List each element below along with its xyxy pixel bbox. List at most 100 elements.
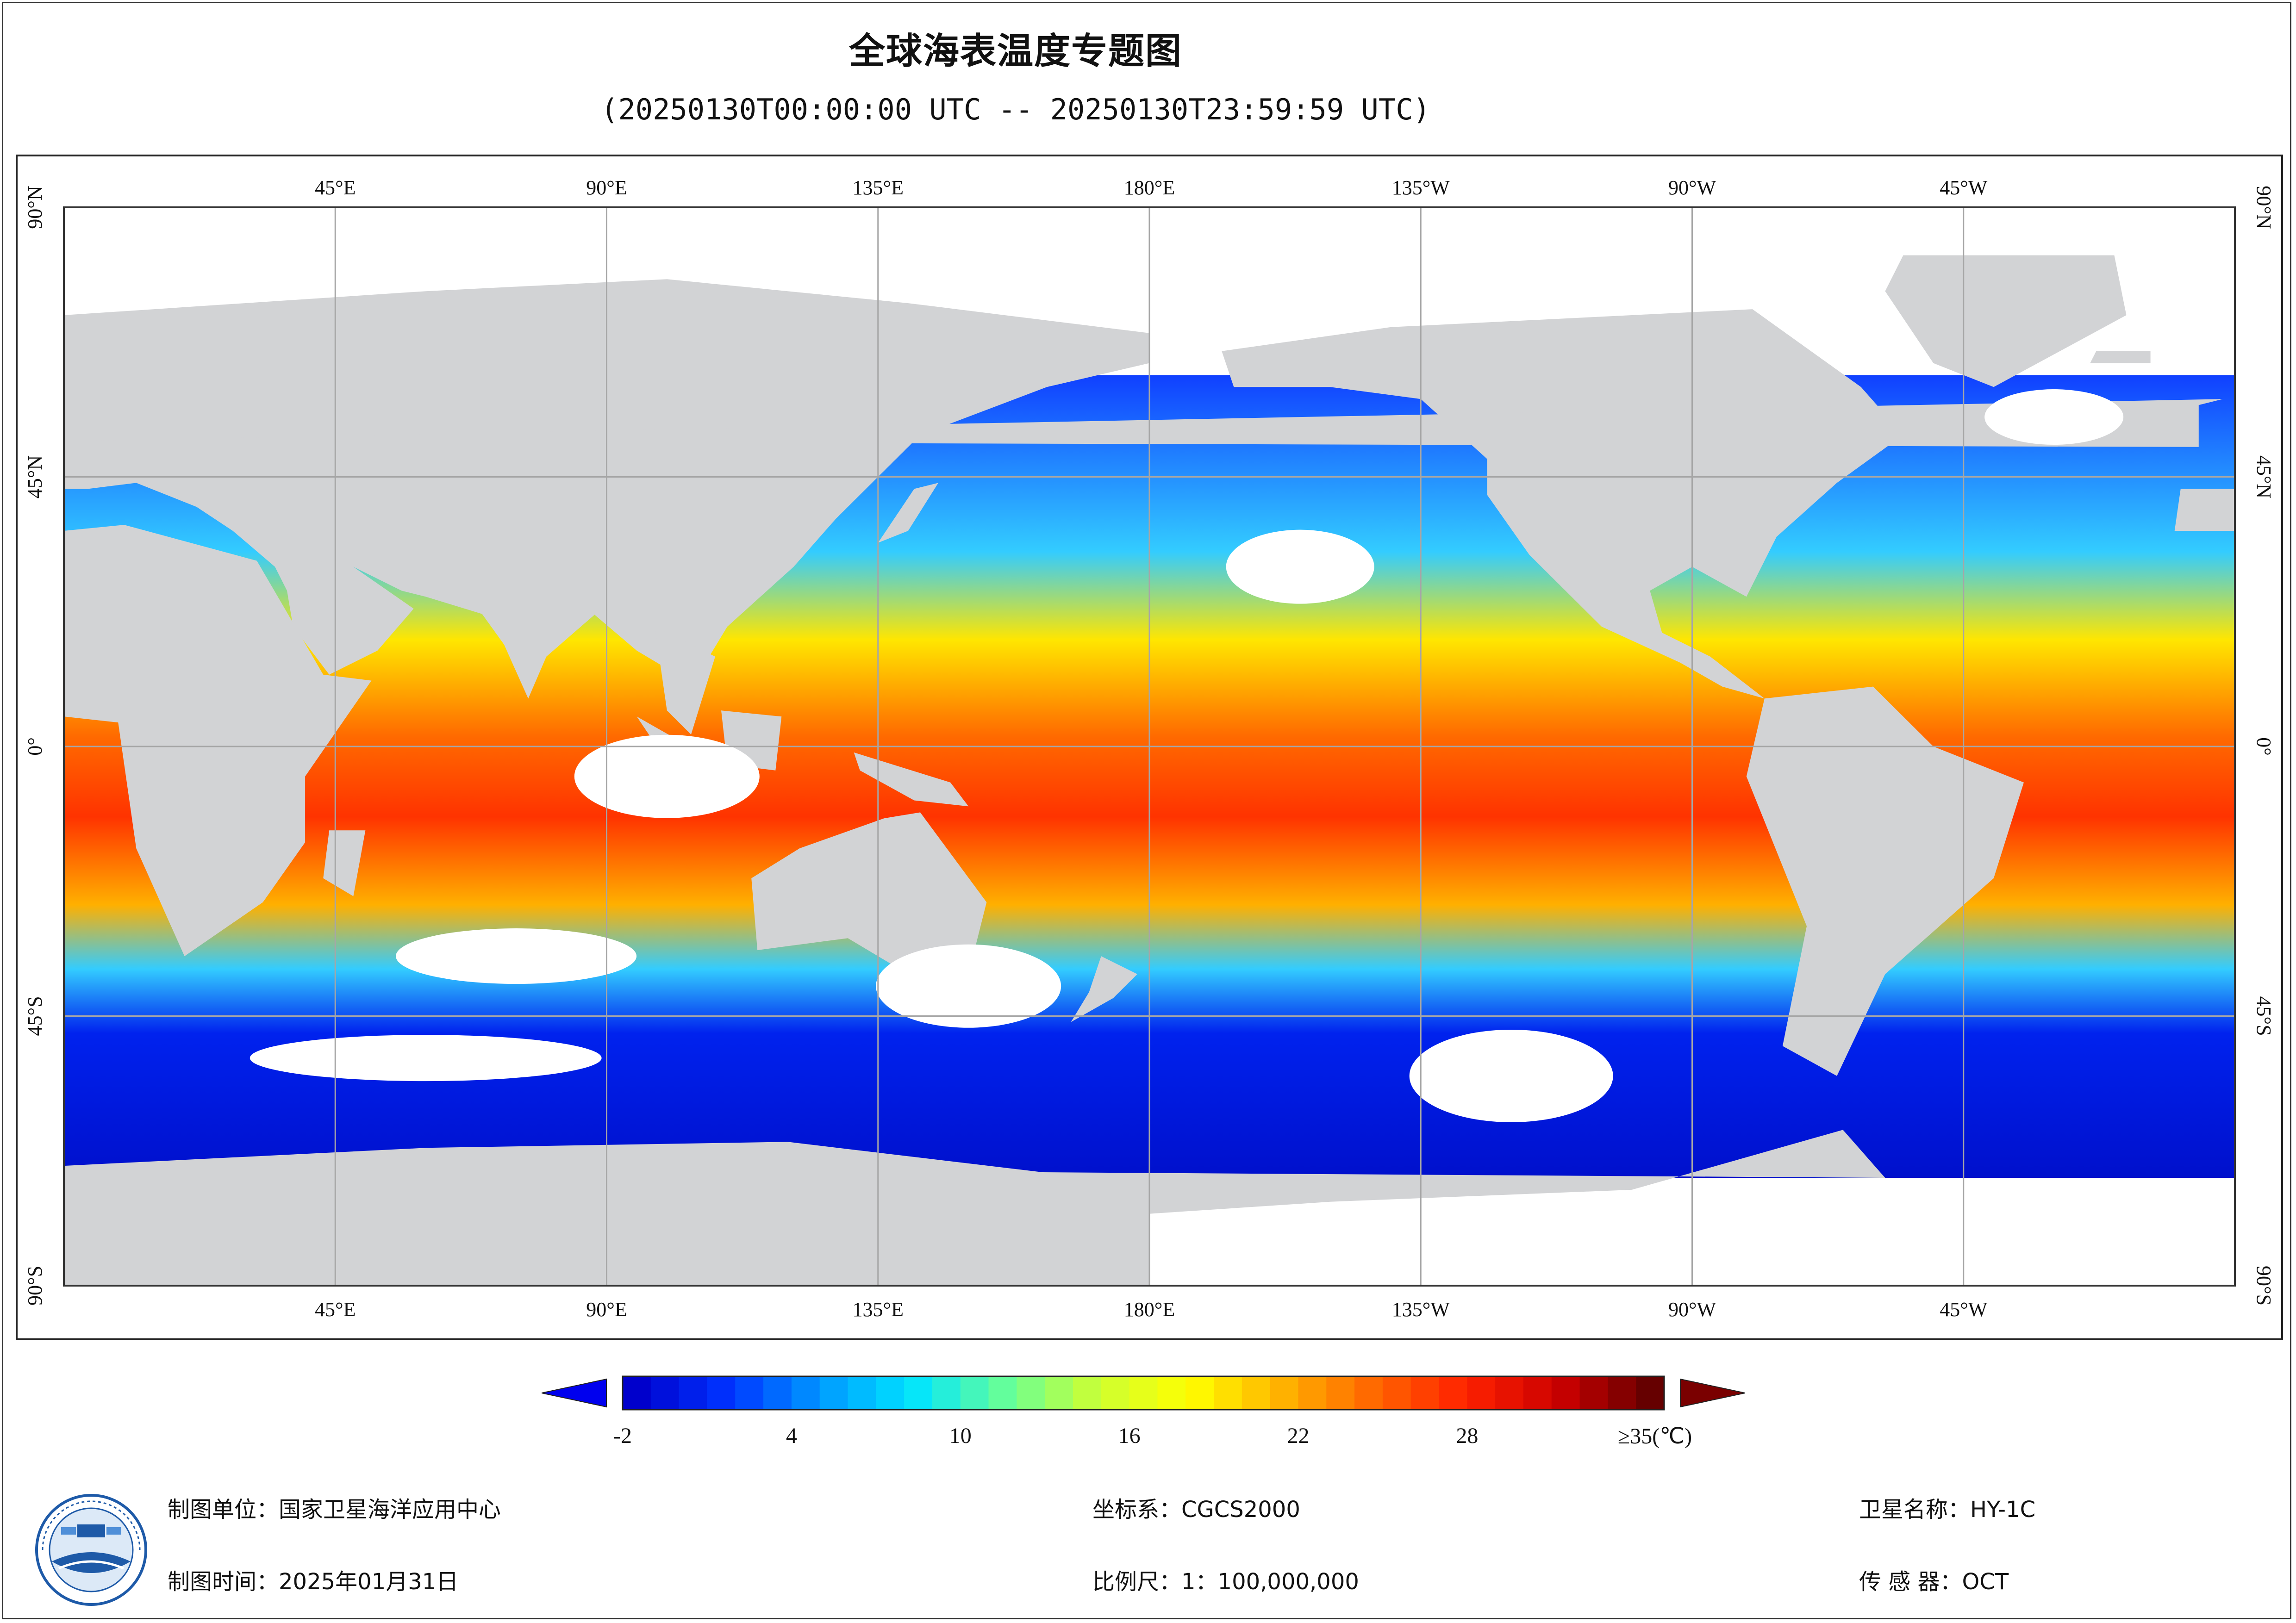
bottom-lon-label: 90°W — [1668, 1298, 1716, 1321]
land-australia — [751, 812, 987, 974]
colorbar-cell — [1467, 1376, 1496, 1410]
top-lon-label: 90°E — [586, 176, 627, 199]
land-new-zealand — [1071, 956, 1137, 1022]
colorbar-cell — [1101, 1376, 1130, 1410]
colorbar-cell — [735, 1376, 764, 1410]
colorbar-cell — [932, 1376, 961, 1410]
colorbar-cell — [650, 1376, 680, 1410]
top-lon-label: 180°E — [1124, 176, 1175, 199]
bottom-lon-label: 180°E — [1124, 1298, 1175, 1321]
bottom-lon-label: 135°W — [1392, 1298, 1450, 1321]
footer-date: 制图时间：2025年01月31日 — [168, 1569, 459, 1595]
colorbar-cell — [1495, 1376, 1524, 1410]
colorbar-cell — [1017, 1376, 1045, 1410]
colorbar-cell — [1551, 1376, 1580, 1410]
colorbar-cell — [1439, 1376, 1467, 1410]
top-lon-label: 135°E — [853, 176, 904, 199]
right-lat-label: 90°N — [2252, 186, 2275, 229]
footer-satellite: 卫星名称：HY-1C — [1859, 1497, 2036, 1523]
colorbar-cell — [1045, 1376, 1073, 1410]
cloud-gap-6 — [574, 734, 760, 818]
right-lat-label: 90°S — [2252, 1266, 2275, 1306]
top-lon-label: 45°E — [315, 176, 356, 199]
colorbar-cell — [1129, 1376, 1158, 1410]
left-lat-label: 0° — [24, 737, 46, 756]
left-lat-label: 45°N — [24, 455, 46, 498]
colorbar-cell — [960, 1376, 989, 1410]
top-lon-label: 45°W — [1940, 176, 1988, 199]
map-title: 全球海表温度专题图 — [849, 31, 1182, 72]
cloud-gap-7 — [1984, 389, 2124, 445]
tick-labels: 45°E 45°E 90°E 90°E 135°E 135°E 180°E 180°E 135°… — [24, 176, 2275, 1321]
land-new-guinea — [854, 752, 969, 807]
colorbar-cell — [1354, 1376, 1383, 1410]
colorbar-label: 10 — [949, 1424, 972, 1448]
colorbar-cell — [1270, 1376, 1298, 1410]
cloud-gap-5 — [250, 1035, 602, 1082]
colorbar: -2 4 10 16 22 28 ≥35(℃) — [541, 1374, 1746, 1467]
colorbar-cell — [623, 1376, 651, 1410]
top-lon-label: 90°W — [1668, 176, 1716, 199]
colorbar-high-extend — [1680, 1378, 1746, 1408]
land-north-america — [1222, 309, 1903, 699]
colorbar-cell — [707, 1376, 736, 1410]
footer-scale: 比例尺：1：100,000,000 — [1092, 1569, 1359, 1595]
right-lat-label: 45°N — [2252, 455, 2275, 498]
footer-org: 制图单位：国家卫星海洋应用中心 — [168, 1497, 501, 1523]
left-lat-label: 90°N — [24, 186, 46, 229]
bottom-lon-label: 135°E — [853, 1298, 904, 1321]
colorbar-label: 22 — [1287, 1424, 1310, 1448]
colorbar-cell — [1579, 1376, 1608, 1410]
map-frame: 45°E 45°E 90°E 90°E 135°E 135°E 180°E 180°E 135°… — [16, 155, 2283, 1340]
land-europe-west — [2174, 489, 2235, 531]
land-india — [474, 603, 595, 699]
top-lon-label: 135°W — [1392, 176, 1450, 199]
colorbar-label: 28 — [1456, 1424, 1479, 1448]
colorbar-cell — [1382, 1376, 1411, 1410]
colorbar-cell — [1608, 1376, 1636, 1410]
no-data-gaps — [250, 389, 2124, 1122]
colorbar-cell — [1636, 1376, 1665, 1410]
footer-sensor: 传 感 器：OCT — [1859, 1569, 2009, 1595]
colorbar-cell — [679, 1376, 707, 1410]
left-lat-label: 90°S — [24, 1266, 46, 1306]
colorbar-cell — [1523, 1376, 1552, 1410]
left-lat-label: 45°S — [24, 996, 46, 1036]
colorbar-label: ≥35(℃) — [1617, 1424, 1692, 1449]
sst-map: 45°E 45°E 90°E 90°E 135°E 135°E 180°E 180°E 135°… — [24, 176, 2275, 1321]
colorbar-cell — [1185, 1376, 1214, 1410]
colorbar-cell — [1242, 1376, 1271, 1410]
colorbar-cell — [1298, 1376, 1327, 1410]
colorbar-label: -2 — [613, 1424, 632, 1448]
land-japan — [848, 483, 938, 555]
colorbar-cell — [819, 1376, 848, 1410]
colorbar-label: 4 — [786, 1424, 797, 1448]
colorbar-cell — [1214, 1376, 1242, 1410]
bottom-lon-label: 90°E — [586, 1298, 627, 1321]
bottom-lon-label: 45°E — [315, 1298, 356, 1321]
cloud-gap-2 — [876, 944, 1061, 1028]
colorbar-cell — [904, 1376, 933, 1410]
colorbar-cell — [1073, 1376, 1102, 1410]
colorbar-cell — [988, 1376, 1017, 1410]
map-inner-border — [63, 206, 2236, 1287]
land-iceland — [2090, 351, 2151, 363]
time-range-subtitle: (20250130T00:00:00 UTC -- 20250130T23:59… — [601, 93, 1430, 126]
land-africa — [64, 525, 372, 957]
nsoas-logo — [35, 1494, 147, 1606]
colorbar-cells — [622, 1375, 1665, 1411]
bottom-lon-label: 45°W — [1940, 1298, 1988, 1321]
colorbar-border — [622, 1375, 1665, 1411]
land-arabia — [281, 554, 414, 675]
colorbar-low-extend — [541, 1378, 607, 1408]
land-se-asia — [655, 627, 715, 735]
colorbar-cell — [1326, 1376, 1355, 1410]
colorbar-cell — [848, 1376, 876, 1410]
colorbar-cell — [876, 1376, 905, 1410]
cloud-gap-1 — [396, 928, 637, 984]
colorbar-cell — [1410, 1376, 1440, 1410]
cloud-gap-4 — [1409, 1029, 1613, 1122]
colorbar-cell — [791, 1376, 820, 1410]
land-south-america — [1746, 686, 2024, 1076]
